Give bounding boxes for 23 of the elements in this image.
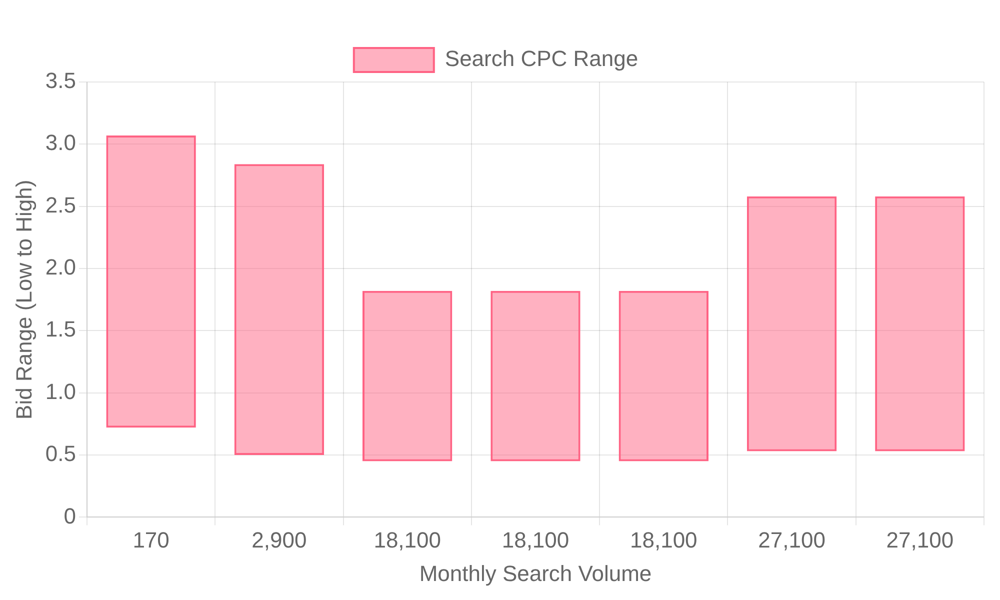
bar bbox=[234, 164, 324, 456]
y-tick-label: 2.0 bbox=[45, 254, 76, 280]
y-tick-label: 0.5 bbox=[45, 441, 76, 466]
x-tick-label: 27,100 bbox=[886, 527, 954, 552]
x-tick-label: 18,100 bbox=[374, 527, 441, 552]
bar bbox=[746, 196, 837, 452]
y-tick-label: 1.5 bbox=[45, 316, 76, 342]
x-tick-label: 170 bbox=[132, 527, 170, 552]
x-tick-label: 18,100 bbox=[630, 527, 698, 552]
x-tick-label: 2,900 bbox=[252, 527, 307, 552]
x-tick-label: 27,100 bbox=[758, 527, 826, 552]
bar bbox=[490, 290, 580, 462]
y-tick-label: 3.5 bbox=[45, 68, 76, 94]
y-tick-label: 1.0 bbox=[45, 378, 76, 404]
y-tick-label: 3.0 bbox=[45, 130, 76, 156]
bar bbox=[618, 290, 708, 462]
y-tick-label: 2.5 bbox=[45, 192, 76, 218]
x-axis-title: Monthly Search Volume bbox=[419, 560, 652, 586]
legend-label: Search CPC Range bbox=[444, 46, 638, 72]
y-tick-label: 0 bbox=[64, 503, 76, 528]
bar bbox=[362, 290, 452, 462]
y-axis-title: Bid Range (Low to High) bbox=[11, 180, 36, 420]
x-tick-label: 18,100 bbox=[502, 527, 570, 552]
